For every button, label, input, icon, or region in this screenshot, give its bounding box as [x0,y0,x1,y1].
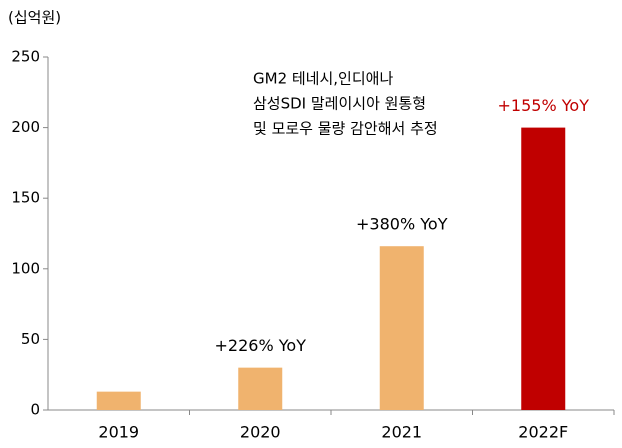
y-tick-label: 100 [11,259,40,277]
annotation: +155% YoY [498,96,590,115]
bar [521,127,566,410]
bar [238,367,283,410]
x-tick-label: 2022F [518,423,568,442]
y-tick-label: 150 [11,189,40,207]
bar [96,391,141,410]
unit-label: (십억원) [8,9,61,27]
note-line: 삼성SDI 말레이시아 원통형 [253,95,426,113]
y-tick-label: 250 [11,48,40,66]
annotation: +226% YoY [215,336,307,355]
y-tick-label: 200 [11,118,40,136]
y-tick-label: 50 [21,330,40,348]
bar [379,246,424,410]
note-line: 및 모로우 물량 감안해서 추정 [253,120,438,138]
x-tick-label: 2021 [381,423,422,442]
annotation: +380% YoY [356,215,448,234]
x-tick-label: 2019 [98,423,139,442]
y-tick-label: 0 [30,401,40,419]
note-line: GM2 테네시,인디애나 [253,70,393,88]
x-tick-label: 2020 [240,423,281,442]
